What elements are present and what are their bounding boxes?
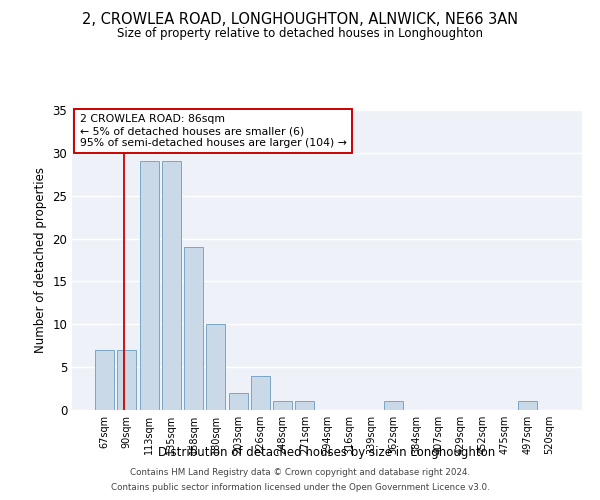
Bar	[162, 162, 181, 410]
Bar	[140, 162, 158, 410]
Text: 2, CROWLEA ROAD, LONGHOUGHTON, ALNWICK, NE66 3AN: 2, CROWLEA ROAD, LONGHOUGHTON, ALNWICK, …	[82, 12, 518, 28]
Bar	[206, 324, 225, 410]
Text: Contains public sector information licensed under the Open Government Licence v3: Contains public sector information licen…	[110, 483, 490, 492]
Bar	[229, 393, 248, 410]
Text: Size of property relative to detached houses in Longhoughton: Size of property relative to detached ho…	[117, 28, 483, 40]
Text: 2 CROWLEA ROAD: 86sqm
← 5% of detached houses are smaller (6)
95% of semi-detach: 2 CROWLEA ROAD: 86sqm ← 5% of detached h…	[80, 114, 347, 148]
Text: Distribution of detached houses by size in Longhoughton: Distribution of detached houses by size …	[158, 446, 496, 459]
Bar	[95, 350, 114, 410]
Bar	[118, 350, 136, 410]
Bar	[251, 376, 270, 410]
Text: Contains HM Land Registry data © Crown copyright and database right 2024.: Contains HM Land Registry data © Crown c…	[130, 468, 470, 477]
Bar	[273, 402, 292, 410]
Y-axis label: Number of detached properties: Number of detached properties	[34, 167, 47, 353]
Bar	[518, 402, 536, 410]
Bar	[384, 402, 403, 410]
Bar	[295, 402, 314, 410]
Bar	[184, 247, 203, 410]
